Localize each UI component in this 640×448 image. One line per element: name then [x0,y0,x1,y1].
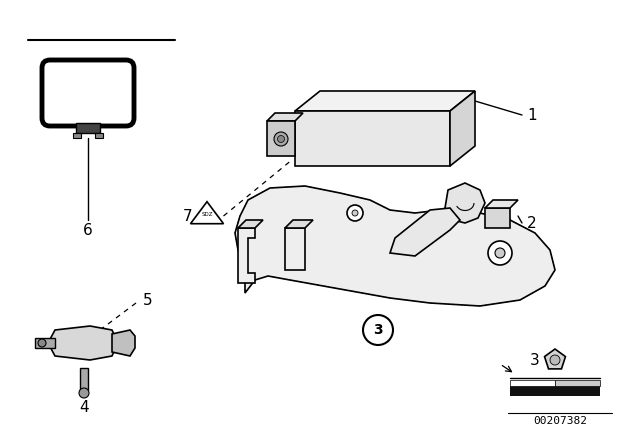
Text: 3: 3 [373,323,383,337]
Text: SDZ: SDZ [201,211,212,216]
Circle shape [550,355,560,365]
Polygon shape [485,200,518,208]
Bar [73,133,81,138]
Bar [510,380,555,386]
Polygon shape [285,228,305,270]
Polygon shape [390,208,460,256]
Polygon shape [485,208,510,228]
Polygon shape [35,338,55,348]
Text: 00207382: 00207382 [533,416,587,426]
Circle shape [495,248,505,258]
Text: 7: 7 [182,208,192,224]
Polygon shape [285,220,313,228]
Circle shape [347,205,363,221]
Text: 6: 6 [83,223,93,238]
Polygon shape [545,349,566,369]
Circle shape [38,339,46,347]
Text: 2: 2 [527,215,536,231]
Polygon shape [48,326,118,360]
Polygon shape [235,186,555,306]
Polygon shape [295,111,450,166]
Polygon shape [445,183,485,223]
Circle shape [79,388,89,398]
Circle shape [488,241,512,265]
Polygon shape [238,220,263,228]
Circle shape [274,132,288,146]
Polygon shape [267,121,295,156]
Text: 1: 1 [527,108,536,122]
Bar [76,123,100,133]
Text: 3: 3 [531,353,540,367]
Bar [510,386,600,396]
Text: 5: 5 [143,293,152,307]
Polygon shape [267,113,303,121]
Circle shape [278,135,285,142]
Polygon shape [112,330,135,356]
Polygon shape [80,368,88,390]
Polygon shape [450,91,475,166]
Polygon shape [295,91,475,111]
Text: 4: 4 [79,400,89,415]
Bar [95,133,103,138]
Polygon shape [238,228,255,283]
Bar [555,380,600,386]
Circle shape [352,210,358,216]
